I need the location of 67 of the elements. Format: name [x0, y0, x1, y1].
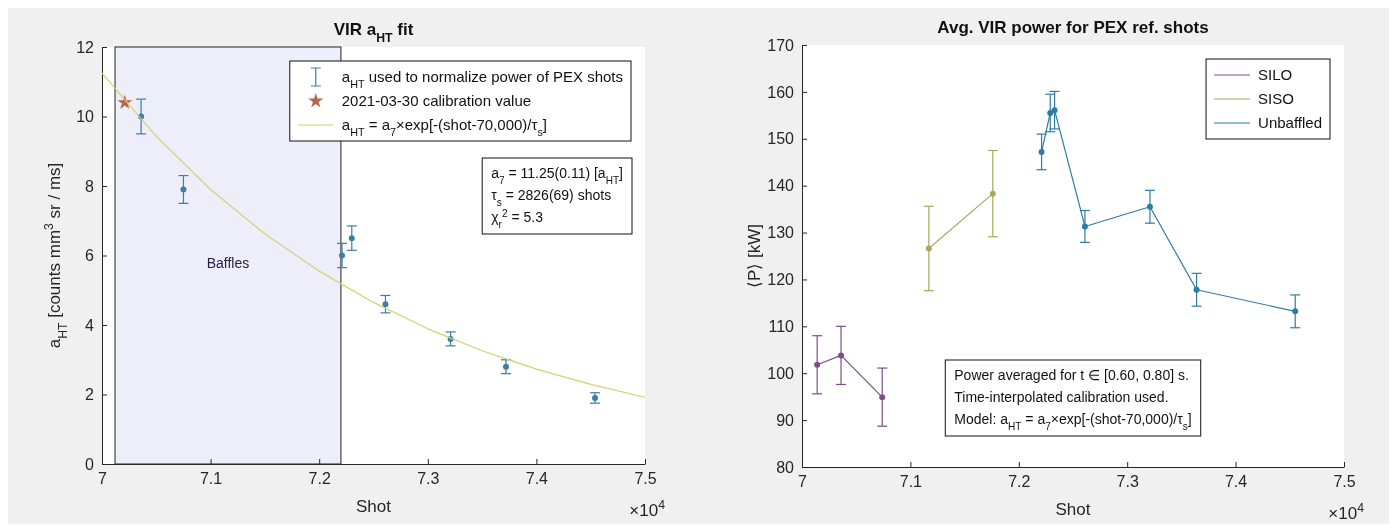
point	[1047, 110, 1054, 116]
line-series	[101, 72, 646, 398]
annotation: χ$_{r}$$^{2}$ = 5.3	[491, 207, 544, 230]
point	[348, 235, 355, 242]
x-tick-label: 7.3	[417, 470, 440, 488]
y-tick-label: 4	[85, 316, 95, 334]
legend-label: 2021-03-30 calibration value	[341, 92, 532, 109]
point	[1051, 107, 1058, 114]
text: ×10$^{4}$	[1328, 501, 1365, 523]
band-label: Baffles	[206, 255, 250, 272]
y-tick-label: 0	[85, 455, 95, 473]
annotation: Time-interpolated calibration used.	[954, 389, 1169, 405]
y-tick-label: 170	[767, 36, 795, 54]
x-tick-label: 7.5	[634, 470, 657, 488]
x-tick-label: 7.1	[199, 470, 223, 488]
legend-label: SILO	[1258, 66, 1293, 83]
point	[180, 186, 187, 193]
point	[989, 190, 996, 197]
point	[1193, 286, 1200, 293]
x-tick-label: 7.1	[899, 473, 923, 491]
y-tick-label: 130	[767, 224, 795, 242]
legend-label: a$_{HT}$ used to normalize power of PEX shots	[341, 68, 623, 90]
y-tick-label: 90	[776, 411, 795, 429]
x-tick-label: 7.2	[308, 470, 331, 488]
legend-label: a$_{HT}$ = a$_{7}$×exp[-(shot-70,000)/τ$_{s}$]	[341, 116, 547, 138]
y-tick-label: 110	[768, 317, 795, 335]
y-tick-label: 12	[76, 38, 95, 56]
y-tick-label: 100	[767, 364, 795, 382]
y-tick-label: 2	[85, 386, 95, 404]
x-tick-label: 7.3	[1116, 473, 1139, 491]
point	[1146, 203, 1153, 210]
x-axis-title: Shot	[1055, 500, 1091, 519]
legend-label: Unbaffled	[1258, 114, 1322, 131]
text: ×10$^{4}$	[629, 498, 666, 520]
y-tick-label: 120	[767, 271, 795, 289]
y-tick-label: 8	[85, 177, 95, 195]
x-axis-title: Shot	[356, 497, 392, 516]
x-tick-label: 7.2	[1008, 473, 1031, 491]
y-tick-label: 160	[767, 83, 795, 101]
annotation: τ$_{s}$ = 2826(69) shots	[491, 187, 612, 208]
point	[503, 363, 509, 370]
point	[339, 252, 345, 259]
point	[1292, 308, 1299, 315]
point	[1081, 223, 1088, 230]
point	[925, 245, 932, 252]
y-axis-title: ⟨P⟩ [kW]	[745, 223, 764, 289]
x-tick-label: 7.5	[1333, 473, 1356, 491]
point	[838, 352, 845, 359]
chart-title: VIR a$_{HT}$ fit	[333, 20, 414, 45]
point	[814, 361, 821, 368]
annotation: a$_{7}$ = 11.25(0.11) [a$_{HT}$]	[491, 165, 623, 186]
x-tick-label: 7.4	[1224, 473, 1248, 491]
y-tick-label: 80	[776, 458, 795, 476]
point	[1038, 148, 1045, 155]
y-tick-label: 140	[767, 177, 795, 195]
y-tick-label: 10	[76, 108, 95, 126]
x-tick-label: 7	[98, 470, 108, 488]
x-tick-label: 7.4	[525, 470, 549, 488]
x-tick-label: 7	[798, 473, 808, 491]
point	[382, 301, 389, 308]
annotation: Model: a$_{HT}$ = a$_{7}$×exp[-(shot-70,000)/τ$_{s}$]	[954, 411, 1192, 432]
legend-label: SISO	[1258, 90, 1294, 107]
y-tick-label: 6	[85, 247, 95, 265]
y-tick-label: 150	[767, 130, 795, 148]
annotation: Power averaged for t ∈ [0.60, 0.80] s.	[954, 367, 1189, 383]
chart-title: Avg. VIR power for PEX ref. shots	[937, 18, 1209, 37]
point	[879, 394, 886, 401]
